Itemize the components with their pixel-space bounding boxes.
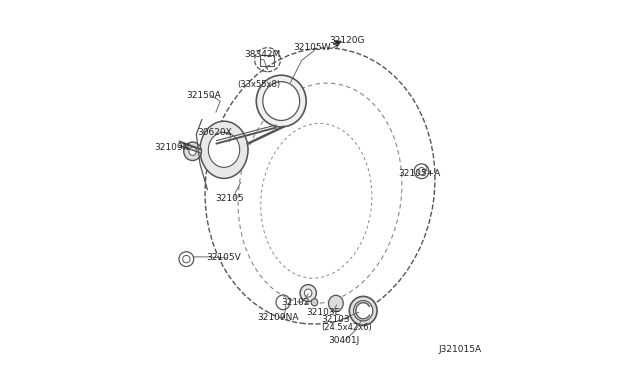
Bar bbox=[260, 55, 274, 66]
Text: 32103: 32103 bbox=[321, 315, 350, 324]
Text: 32105+A: 32105+A bbox=[398, 169, 440, 177]
Text: 30401J: 30401J bbox=[328, 336, 360, 345]
Text: (33x55x8): (33x55x8) bbox=[237, 80, 281, 89]
Ellipse shape bbox=[349, 296, 377, 325]
Text: 32105W: 32105W bbox=[293, 43, 331, 52]
Text: 32150A: 32150A bbox=[186, 91, 221, 100]
Ellipse shape bbox=[263, 82, 300, 121]
Text: 32109NA: 32109NA bbox=[257, 312, 298, 321]
Text: 38342M: 38342M bbox=[244, 51, 281, 60]
Ellipse shape bbox=[200, 121, 248, 179]
Ellipse shape bbox=[189, 147, 196, 155]
Text: 32102: 32102 bbox=[282, 298, 310, 307]
Ellipse shape bbox=[256, 75, 306, 127]
Text: J321015A: J321015A bbox=[439, 345, 482, 354]
Text: 32105: 32105 bbox=[215, 195, 244, 203]
Ellipse shape bbox=[300, 285, 316, 302]
Ellipse shape bbox=[328, 295, 343, 311]
Text: (24.5x42x6): (24.5x42x6) bbox=[321, 323, 372, 331]
Text: 32120G: 32120G bbox=[329, 36, 365, 45]
Ellipse shape bbox=[208, 132, 240, 167]
Ellipse shape bbox=[311, 299, 318, 306]
Text: 32109N: 32109N bbox=[154, 143, 189, 152]
Ellipse shape bbox=[305, 289, 312, 297]
Ellipse shape bbox=[184, 142, 202, 161]
Text: 32105V: 32105V bbox=[206, 253, 241, 263]
Ellipse shape bbox=[353, 301, 372, 321]
Text: 30620X: 30620X bbox=[197, 128, 232, 137]
Text: 32103E: 32103E bbox=[307, 308, 341, 317]
